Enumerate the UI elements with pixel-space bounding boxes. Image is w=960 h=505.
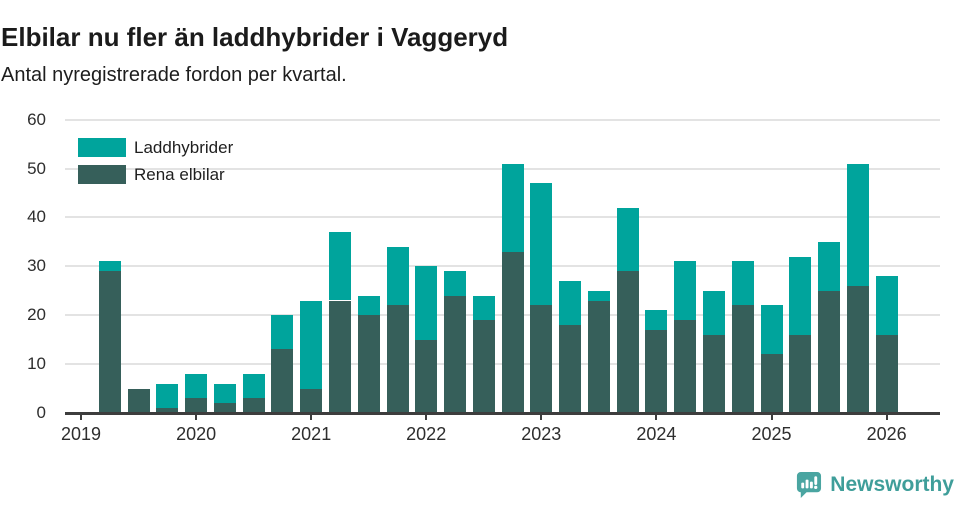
bar-segment-rena-elbilar <box>674 320 697 413</box>
bar-segment-rena-elbilar <box>328 300 351 413</box>
x-axis-label: 2021 <box>291 424 332 444</box>
bar-segment-rena-elbilar <box>501 251 524 413</box>
y-axis-label: 30 <box>27 256 46 276</box>
bar-segment-rena-elbilar <box>731 305 754 413</box>
x-axis-tick <box>540 413 543 420</box>
bar-segment-rena-elbilar <box>472 320 495 413</box>
x-axis-label: 2020 <box>176 424 217 444</box>
page-title: Elbilar nu fler än laddhybrider i Vagger… <box>1 22 509 53</box>
y-axis-label: 60 <box>27 109 46 129</box>
y-axis-label: 0 <box>36 403 46 422</box>
x-axis-tick <box>655 413 658 420</box>
bar-segment-rena-elbilar <box>760 354 783 413</box>
bar-segment-rena-elbilar <box>444 295 466 413</box>
bar-segment-rena-elbilar <box>559 325 582 413</box>
bar-segment-rena-elbilar <box>98 271 121 413</box>
bar-segment-laddhybrider <box>300 300 323 389</box>
legend-swatch-rena-elbilar <box>78 165 126 184</box>
x-axis-tick <box>770 413 773 420</box>
y-axis-label: 40 <box>27 207 46 227</box>
bar-segment-rena-elbilar <box>818 290 840 413</box>
bar-segment-rena-elbilar <box>242 398 265 413</box>
bar-segment-rena-elbilar <box>300 388 323 413</box>
bar-segment-laddhybrider <box>760 305 783 355</box>
bar-segment-rena-elbilar <box>213 403 236 413</box>
bar-segment-laddhybrider <box>357 295 380 316</box>
x-axis-label: 2023 <box>521 424 562 444</box>
newsworthy-wordmark: Newsworthy <box>830 472 954 496</box>
bar-segment-laddhybrider <box>242 373 265 399</box>
x-axis-tick <box>80 413 82 420</box>
bar-segment-rena-elbilar <box>185 398 208 413</box>
x-axis-label: 2019 <box>60 424 102 444</box>
bar-segment-laddhybrider <box>616 207 639 272</box>
bar-segment-laddhybrider <box>271 315 294 350</box>
bar-segment-laddhybrider <box>213 383 236 404</box>
bar-segment-laddhybrider <box>444 271 466 296</box>
bar-segment-laddhybrider <box>472 295 495 321</box>
bar-segment-rena-elbilar <box>386 305 409 413</box>
bar-segment-laddhybrider <box>789 256 812 335</box>
bar-segment-laddhybrider <box>328 232 351 301</box>
bar-segment-laddhybrider <box>156 383 179 409</box>
x-axis-line <box>65 411 940 415</box>
x-axis-tick <box>310 413 313 420</box>
bar-segment-laddhybrider <box>501 163 524 252</box>
x-axis-label: 2026 <box>866 424 907 444</box>
bar-segment-rena-elbilar <box>156 408 179 413</box>
chart-legend: Laddhybrider Rena elbilar <box>78 138 233 192</box>
y-axis-label: 20 <box>27 305 46 325</box>
bar-segment-laddhybrider <box>731 261 754 306</box>
y-axis-label: 50 <box>27 158 46 178</box>
bar-segment-laddhybrider <box>530 183 553 306</box>
x-axis-label: 2025 <box>751 424 792 444</box>
bar-segment-laddhybrider <box>645 310 668 330</box>
legend-item-rena-elbilar: Rena elbilar <box>78 165 233 184</box>
bar-segment-laddhybrider <box>846 163 869 286</box>
x-axis-tick <box>195 413 198 420</box>
bar-segment-rena-elbilar <box>271 349 294 413</box>
legend-swatch-laddhybrider <box>78 138 126 157</box>
bar-segment-laddhybrider <box>674 261 697 321</box>
bar-segment-rena-elbilar <box>415 339 438 413</box>
bar-segment-laddhybrider <box>875 276 898 335</box>
bar-segment-laddhybrider <box>386 246 409 306</box>
bar-segment-rena-elbilar <box>846 285 869 413</box>
chart-subtitle: Antal nyregistrerade fordon per kvartal. <box>1 64 347 86</box>
bar-segment-laddhybrider <box>98 261 121 272</box>
bar-segment-laddhybrider <box>702 290 725 335</box>
bar-segment-rena-elbilar <box>530 305 553 413</box>
legend-item-laddhybrider: Laddhybrider <box>78 138 233 157</box>
bar-segment-laddhybrider <box>415 266 438 340</box>
bar-segment-rena-elbilar <box>616 271 639 413</box>
x-axis-label: 2022 <box>406 424 447 444</box>
bar-segment-rena-elbilar <box>645 329 668 413</box>
legend-label: Rena elbilar <box>134 164 225 184</box>
bar-segment-laddhybrider <box>818 241 840 291</box>
bar-segment-rena-elbilar <box>587 300 610 413</box>
legend-label: Laddhybrider <box>134 137 234 157</box>
bar-segment-laddhybrider <box>559 281 582 325</box>
y-axis-label: 10 <box>27 354 46 374</box>
bar-segment-rena-elbilar <box>789 334 812 413</box>
x-axis-tick <box>885 413 888 420</box>
x-axis-tick <box>425 413 428 420</box>
bar-segment-rena-elbilar <box>357 315 380 413</box>
gridline <box>65 118 940 121</box>
bar-segment-rena-elbilar <box>127 388 150 413</box>
newsworthy-badge-icon <box>795 470 822 499</box>
newsworthy-logo[interactable]: Newsworthy <box>795 470 954 499</box>
bar-segment-laddhybrider <box>587 290 610 301</box>
bar-segment-laddhybrider <box>185 373 208 399</box>
x-axis-label: 2024 <box>636 424 677 444</box>
bar-segment-rena-elbilar <box>875 334 898 413</box>
bar-segment-rena-elbilar <box>702 334 725 413</box>
